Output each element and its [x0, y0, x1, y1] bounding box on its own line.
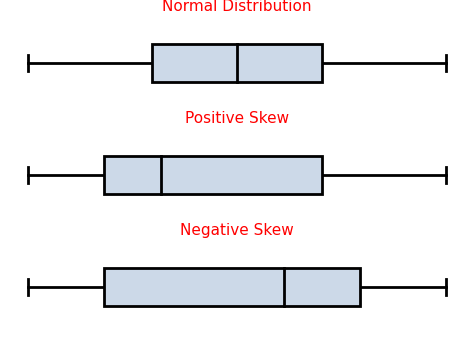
Text: Negative Skew: Negative Skew: [180, 223, 294, 238]
Bar: [104, 268, 360, 306]
Bar: [152, 44, 322, 82]
Text: Normal Distribution: Normal Distribution: [162, 0, 312, 14]
Text: Positive Skew: Positive Skew: [185, 111, 289, 126]
Bar: [104, 156, 322, 194]
